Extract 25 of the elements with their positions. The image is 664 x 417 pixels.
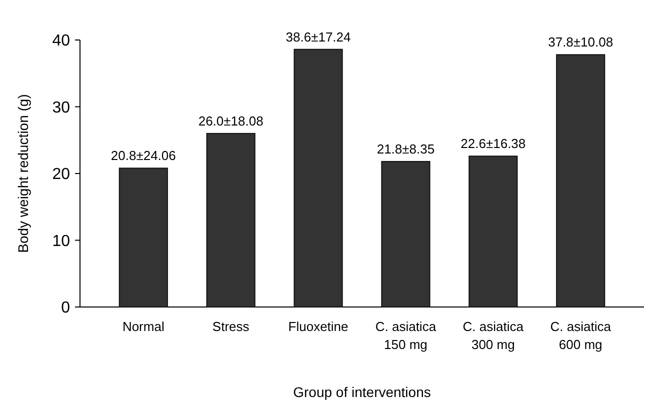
data-label: 38.6±17.24 bbox=[286, 29, 351, 44]
bar bbox=[556, 54, 606, 308]
data-label: 37.8±10.08 bbox=[548, 34, 614, 50]
data-label: 22.6±16.38 bbox=[460, 136, 526, 152]
y-tick-label: 20 bbox=[52, 166, 70, 184]
y-tick-label: 0 bbox=[61, 300, 70, 317]
x-tick-label: C. asiatica 150 mg bbox=[375, 319, 437, 352]
data-label: 20.8±24.06 bbox=[110, 148, 176, 164]
bar bbox=[294, 48, 343, 308]
x-tick-label: Normal bbox=[122, 319, 164, 334]
bar bbox=[206, 132, 256, 308]
bar bbox=[118, 168, 168, 308]
y-tick-label: 30 bbox=[52, 99, 70, 116]
x-tick-label: C. asiatica 300 mg bbox=[462, 319, 524, 352]
x-tick-label: Stress bbox=[212, 319, 250, 334]
y-tick-label: 40 bbox=[52, 32, 70, 50]
x-tick-label: C. asiatica 600 mg bbox=[550, 319, 612, 352]
bar bbox=[381, 160, 430, 308]
x-tick-label: Fluoxetine bbox=[288, 319, 348, 334]
y-axis-title: Body weight reduction (g) bbox=[15, 94, 31, 253]
data-label: 26.0±18.08 bbox=[198, 113, 264, 128]
data-label: 21.8±8.35 bbox=[376, 141, 435, 156]
bar bbox=[468, 156, 518, 308]
x-axis-title: Group of interventions bbox=[293, 384, 431, 400]
y-tick-label: 10 bbox=[52, 232, 70, 250]
